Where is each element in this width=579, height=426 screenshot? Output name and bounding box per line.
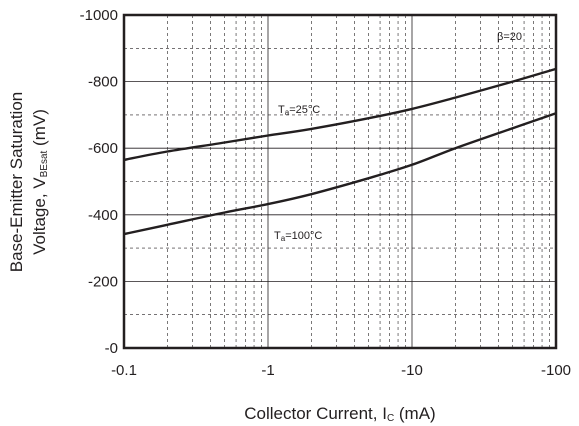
- x-tick-label: -10: [401, 362, 423, 379]
- series-label-25c: Ta=25°C: [278, 104, 320, 117]
- condition-label: β=20: [497, 31, 522, 43]
- y-axis-title: Base-Emitter Saturation: [7, 92, 26, 272]
- y-tick-label: -600: [88, 140, 118, 157]
- y-tick-label: -200: [88, 273, 118, 290]
- grid: [124, 15, 556, 348]
- y-axis-title-line2: Voltage, VBEsat (mV): [30, 109, 50, 255]
- y-tick-label: -400: [88, 207, 118, 224]
- series-lines: [123, 67, 557, 236]
- x-axis-title: Collector Current, IC (mA): [244, 404, 435, 424]
- x-tick-label: -0.1: [111, 362, 137, 379]
- series-label-100c: Ta=100°C: [274, 230, 322, 243]
- y-tick-label: -0: [105, 340, 118, 357]
- y-tick-label: -800: [88, 74, 118, 91]
- series-line-0: [123, 67, 557, 162]
- x-tick-label: -100: [541, 362, 571, 379]
- plot-frame: [122, 13, 558, 350]
- tick-labels: -0.1 -1 -10 -100 -0 -200 -400 -600 -800 -1000: [80, 7, 571, 379]
- y-tick-label: -1000: [80, 7, 118, 24]
- series-line-1: [123, 112, 557, 236]
- x-tick-label: -1: [261, 362, 274, 379]
